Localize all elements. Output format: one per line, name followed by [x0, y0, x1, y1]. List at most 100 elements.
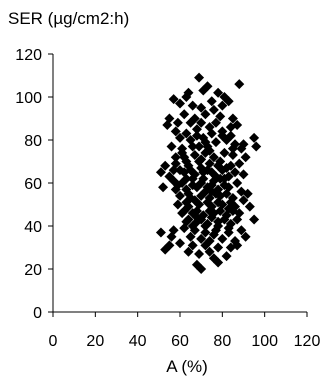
data-point — [215, 111, 226, 122]
data-point — [213, 160, 224, 171]
data-point — [198, 85, 209, 96]
data-point — [172, 117, 183, 128]
data-point — [196, 264, 207, 274]
data-point — [217, 233, 228, 244]
data-point — [196, 102, 207, 113]
data-point — [225, 122, 236, 133]
data-point — [217, 130, 228, 141]
data-point — [194, 141, 205, 152]
data-point — [236, 225, 247, 236]
y-tick-label: 60 — [24, 176, 42, 193]
data-point — [183, 246, 194, 257]
y-tick-label: 40 — [24, 219, 42, 236]
data-point — [221, 188, 232, 199]
data-point — [210, 137, 221, 148]
data-point — [213, 221, 224, 231]
data-point — [187, 180, 198, 191]
data-point — [213, 87, 224, 98]
data-point — [242, 188, 253, 199]
data-point — [181, 197, 192, 208]
data-point — [206, 212, 217, 223]
data-point — [208, 104, 219, 115]
data-point — [179, 223, 190, 234]
data-point — [223, 171, 234, 182]
data-point — [155, 227, 166, 238]
data-point — [227, 143, 238, 154]
data-point — [194, 72, 205, 83]
data-point — [213, 257, 224, 268]
data-point — [232, 178, 243, 188]
data-point — [206, 186, 217, 197]
data-point — [175, 132, 185, 143]
data-point — [200, 109, 211, 120]
data-point — [219, 214, 230, 225]
x-tick-label: 0 — [49, 333, 58, 350]
data-point — [200, 137, 211, 148]
data-point — [238, 195, 249, 206]
data-point — [191, 205, 202, 216]
data-point — [183, 188, 194, 199]
data-point — [179, 167, 190, 178]
data-point — [215, 205, 226, 216]
data-point — [198, 167, 209, 178]
y-tick-label: 20 — [24, 262, 42, 279]
data-point — [185, 231, 196, 242]
data-point — [213, 242, 224, 253]
data-point — [204, 246, 215, 257]
data-point — [244, 201, 255, 212]
data-point — [187, 221, 198, 231]
data-point — [223, 96, 234, 107]
data-point — [179, 109, 190, 120]
data-point — [221, 162, 232, 173]
data-point — [232, 240, 243, 251]
data-point — [189, 195, 200, 206]
data-point — [206, 96, 217, 107]
y-tick-label: 80 — [24, 133, 42, 150]
data-point — [181, 128, 192, 139]
data-point — [238, 169, 249, 180]
data-point — [196, 233, 207, 244]
data-point — [187, 100, 198, 111]
data-point — [232, 214, 243, 225]
x-tick-label: 80 — [213, 333, 231, 350]
data-point — [240, 231, 251, 242]
x-tick-label: 120 — [294, 333, 321, 350]
data-point — [202, 197, 213, 208]
data-point — [213, 197, 224, 208]
data-points — [155, 72, 262, 274]
data-point — [210, 117, 221, 128]
data-point — [175, 98, 185, 109]
data-point — [208, 229, 219, 240]
data-point — [204, 122, 215, 133]
data-point — [166, 141, 177, 152]
data-point — [206, 128, 217, 139]
data-point — [189, 150, 200, 161]
data-point — [196, 117, 207, 128]
x-tick-label: 40 — [129, 333, 147, 350]
data-point — [175, 190, 185, 201]
data-point — [155, 167, 166, 178]
data-point — [177, 147, 188, 158]
data-point — [191, 212, 202, 223]
data-point — [251, 141, 262, 152]
data-point — [227, 150, 238, 161]
x-tick-labels: 0 20 40 60 80 100 120 — [49, 333, 321, 350]
data-point — [204, 236, 215, 247]
data-point — [158, 182, 169, 193]
data-point — [181, 92, 192, 102]
x-tick-label: 20 — [86, 333, 104, 350]
data-point — [196, 154, 207, 165]
data-point — [219, 147, 230, 158]
data-point — [200, 186, 211, 197]
data-point — [236, 143, 247, 154]
data-point — [185, 117, 196, 128]
data-point — [170, 152, 181, 163]
data-point — [189, 169, 200, 180]
data-point — [200, 227, 211, 238]
data-point — [249, 132, 260, 143]
data-point — [215, 173, 226, 184]
x-axis-label: A (%) — [166, 357, 208, 376]
data-point — [172, 180, 183, 191]
data-point — [249, 214, 260, 225]
